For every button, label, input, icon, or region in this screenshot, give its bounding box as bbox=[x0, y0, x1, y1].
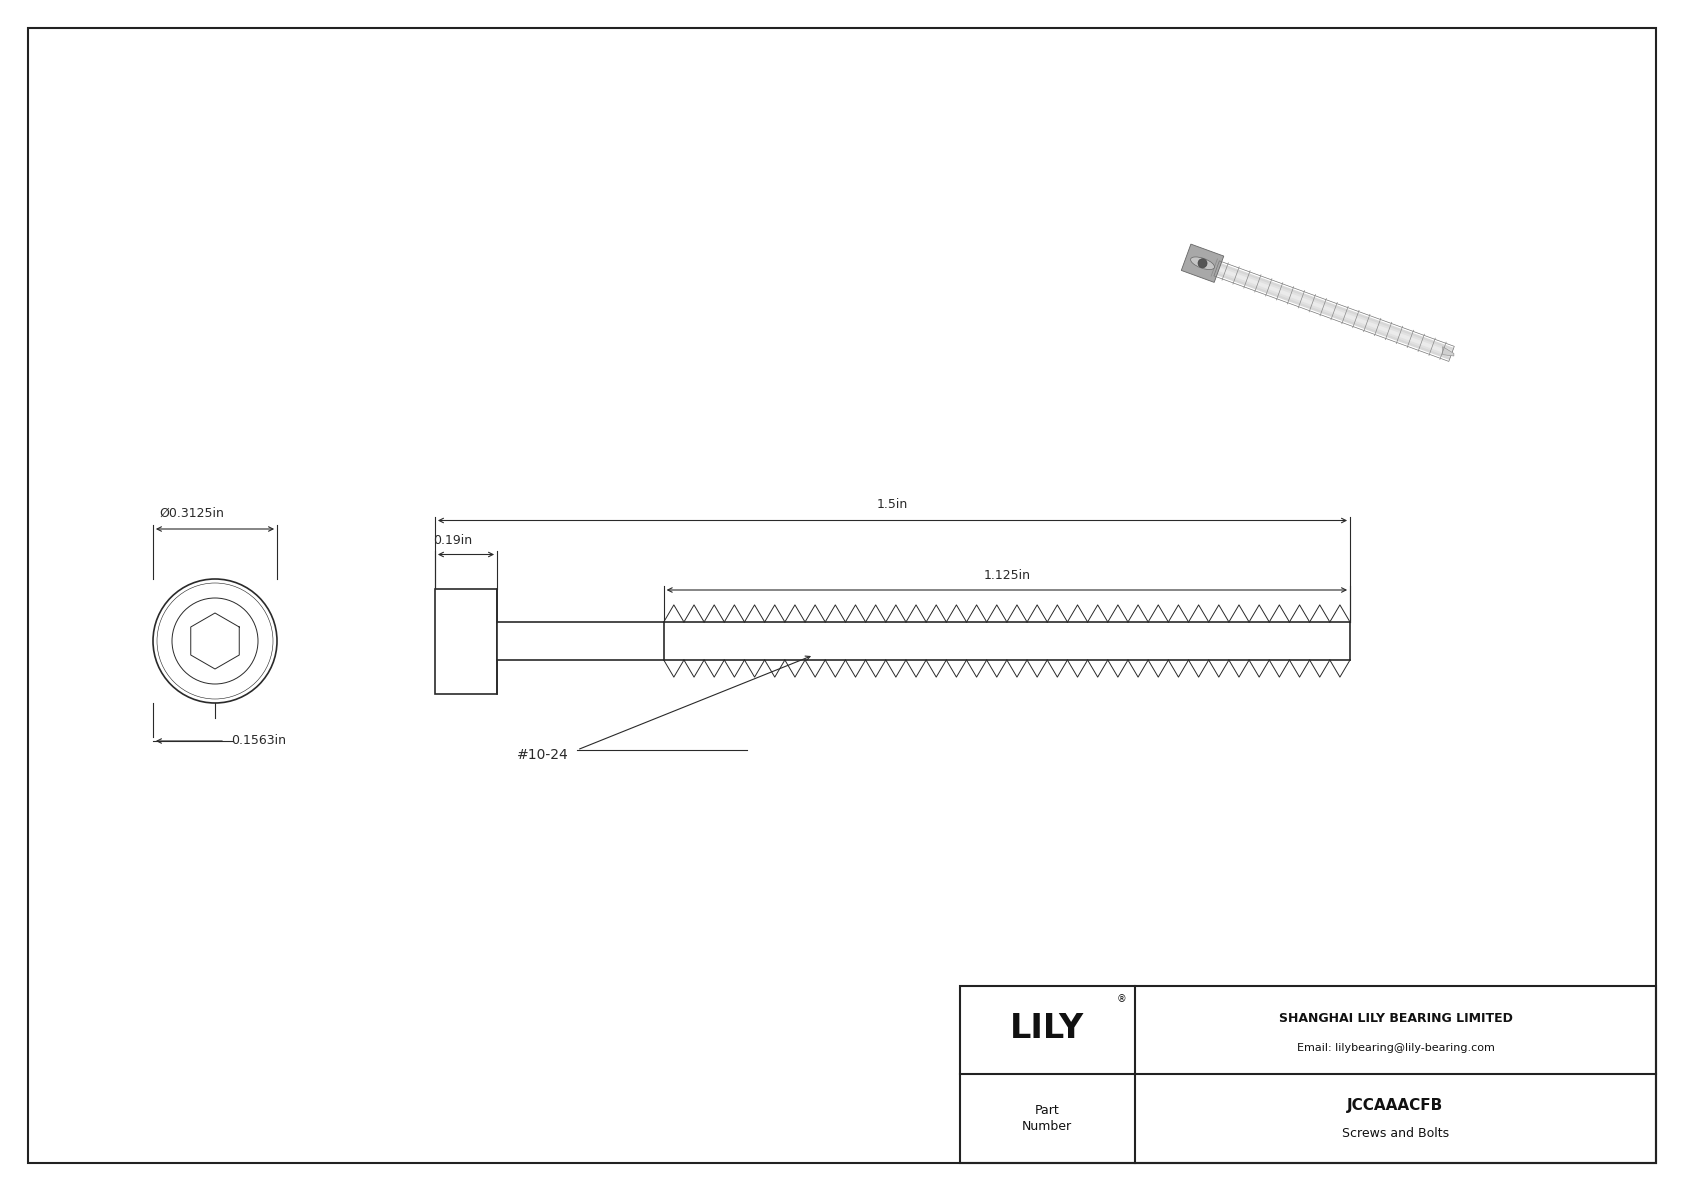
Polygon shape bbox=[1443, 347, 1453, 356]
Text: SHANGHAI LILY BEARING LIMITED: SHANGHAI LILY BEARING LIMITED bbox=[1278, 1011, 1512, 1024]
Text: JCCAAACFB: JCCAAACFB bbox=[1347, 1098, 1443, 1114]
Text: 1.5in: 1.5in bbox=[877, 498, 908, 511]
Polygon shape bbox=[1180, 244, 1224, 282]
Polygon shape bbox=[1216, 264, 1453, 357]
Polygon shape bbox=[1216, 266, 1453, 357]
Bar bbox=[663, 622, 1351, 660]
Text: Email: lilybearing@lily-bearing.com: Email: lilybearing@lily-bearing.com bbox=[1297, 1043, 1494, 1053]
Ellipse shape bbox=[1191, 257, 1214, 269]
Text: Ø0.3125in: Ø0.3125in bbox=[158, 507, 224, 520]
Polygon shape bbox=[1214, 263, 1453, 358]
Bar bbox=[434, 588, 497, 693]
Polygon shape bbox=[1216, 267, 1452, 356]
Text: LILY: LILY bbox=[1010, 1011, 1084, 1045]
Text: 0.19in: 0.19in bbox=[433, 534, 472, 547]
Text: #10-24: #10-24 bbox=[517, 748, 569, 762]
Circle shape bbox=[1197, 258, 1207, 268]
Text: Screws and Bolts: Screws and Bolts bbox=[1342, 1127, 1448, 1140]
Text: ®: ® bbox=[1116, 994, 1127, 1004]
Polygon shape bbox=[1214, 262, 1453, 360]
Text: 0.1563in: 0.1563in bbox=[231, 735, 286, 748]
Text: Part
Number: Part Number bbox=[1022, 1104, 1073, 1134]
Bar bbox=[497, 622, 663, 660]
Bar bbox=[960, 986, 1655, 1162]
Text: 1.125in: 1.125in bbox=[983, 569, 1031, 582]
